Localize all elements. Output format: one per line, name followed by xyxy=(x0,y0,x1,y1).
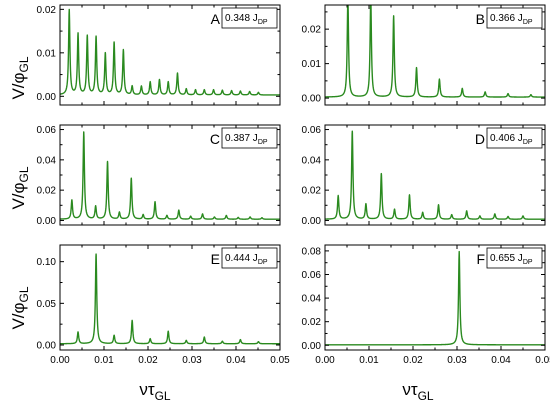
y-tick-label: 0.04 xyxy=(302,155,322,166)
j-label-box xyxy=(486,127,543,149)
xlabel-left: ντGL xyxy=(139,380,171,403)
x-tick-label: 0.01 xyxy=(94,355,114,366)
x-tick-label: 0.04 xyxy=(491,355,511,366)
series-line-b xyxy=(325,5,545,98)
j-label-box xyxy=(486,247,543,269)
ylabel-bottom: V/φGL xyxy=(9,286,31,329)
j-label: 0.406 JDP xyxy=(490,133,533,146)
y-tick-label: 0.06 xyxy=(37,125,57,136)
x-tick-label: 0.02 xyxy=(403,355,423,366)
x-tick-label: 0.05 xyxy=(270,355,290,366)
panel-b: 0.00 0.01 0.02 B 0.366 JDP xyxy=(302,4,546,106)
j-label: 0.348 JDP xyxy=(225,13,268,26)
y-tick-label: 0.00 xyxy=(37,216,57,227)
x-tick-label: 0.03 xyxy=(182,355,202,366)
series-line-d xyxy=(325,130,545,220)
panel-letter: E xyxy=(211,251,220,267)
x-tick-label: 0.00 xyxy=(50,355,70,366)
j-label: 0.444 JDP xyxy=(225,253,268,266)
y-tick-label: 0.01 xyxy=(37,48,57,59)
x-tick-label: 0.03 xyxy=(447,355,467,366)
x-tick-label: 0.00 xyxy=(315,355,335,366)
y-tick-label: 0.02 xyxy=(37,5,57,16)
j-label: 0.387 JDP xyxy=(225,133,268,146)
j-label: 0.366 JDP xyxy=(490,13,533,26)
series-line-c xyxy=(60,131,280,220)
panel-letter: A xyxy=(211,11,221,27)
j-label-box xyxy=(221,247,278,269)
j-label-box xyxy=(221,7,278,29)
x-tick-label: 0.05 xyxy=(535,355,550,366)
panel-letter: F xyxy=(476,251,485,267)
panel-d: 0.00 0.02 0.04 0.06 D 0.406 JDP xyxy=(302,124,546,227)
x-tick-label: 0.01 xyxy=(359,355,379,366)
y-tick-label: 0.05 xyxy=(37,299,57,310)
ylabel-top: V/φGL xyxy=(9,56,31,99)
y-tick-label: 0.00 xyxy=(37,92,57,103)
y-tick-label: 0.00 xyxy=(302,341,322,352)
y-tick-label: 0.00 xyxy=(302,94,322,105)
panel-e: 0.00 0.01 0.02 0.03 0.04 0.05 0.00 0.05 0.10 E 0.4… xyxy=(37,244,290,366)
panel-a: 0.00 0.01 0.02 A 0.348 JDP xyxy=(37,4,281,106)
panel-letter: C xyxy=(210,131,220,147)
x-tick-label: 0.02 xyxy=(138,355,158,366)
j-label: 0.655 JDP xyxy=(490,253,533,266)
y-tick-label: 0.04 xyxy=(37,155,57,166)
y-tick-label: 0.02 xyxy=(302,25,322,36)
y-tick-label: 0.00 xyxy=(302,216,322,227)
panel-c: 0.00 0.02 0.04 0.06 C 0.387 JDP xyxy=(37,124,281,227)
series-line-f xyxy=(325,250,545,346)
panel-letter: B xyxy=(476,11,485,27)
y-tick-label: 0.08 xyxy=(302,246,322,257)
series-line-a xyxy=(60,8,280,96)
y-tick-label: 0.00 xyxy=(37,341,57,352)
y-tick-label: 0.02 xyxy=(37,186,57,197)
x-tick-label: 0.04 xyxy=(226,355,246,366)
series-line-e xyxy=(60,253,280,345)
y-tick-label: 0.06 xyxy=(302,270,322,281)
y-tick-label: 0.02 xyxy=(302,186,322,197)
y-tick-label: 0.10 xyxy=(37,257,57,268)
j-label-box xyxy=(221,127,278,149)
y-tick-label: 0.06 xyxy=(302,125,322,136)
xlabel-right: ντGL xyxy=(402,380,434,403)
y-tick-label: 0.02 xyxy=(302,317,322,328)
y-tick-label: 0.04 xyxy=(302,294,322,305)
j-label-box xyxy=(486,7,543,29)
ylabel-middle: V/φGL xyxy=(9,166,31,209)
y-tick-label: 0.01 xyxy=(302,59,322,70)
panel-letter: D xyxy=(475,131,485,147)
panel-f: 0.00 0.01 0.02 0.03 0.04 0.05 0.00 0.02 0.04 0.06… xyxy=(302,244,550,366)
